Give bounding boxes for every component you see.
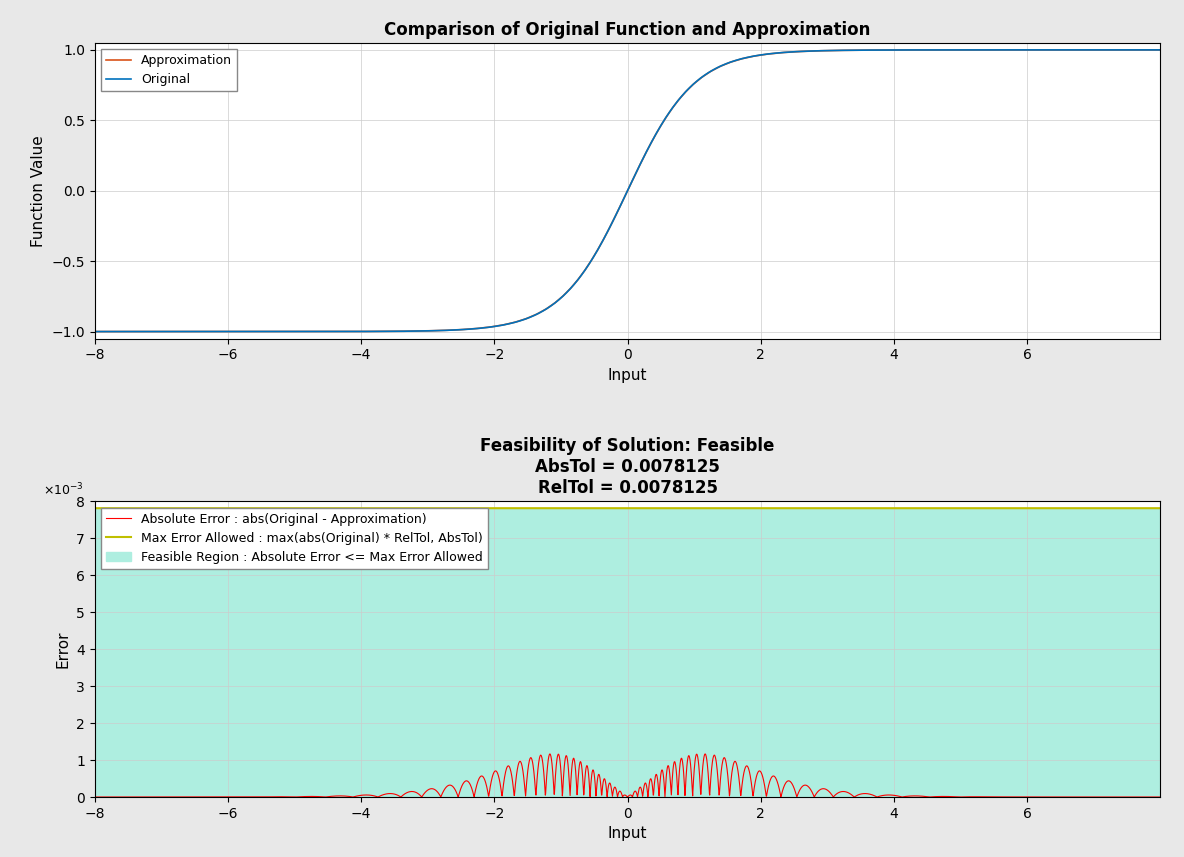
Line: Absolute Error : abs(Original - Approximation): Absolute Error : abs(Original - Approxim… [95,754,1160,797]
Title: Feasibility of Solution: Feasible
AbsTol = 0.0078125
RelTol = 0.0078125: Feasibility of Solution: Feasible AbsTol… [481,437,774,497]
X-axis label: Input: Input [607,826,648,842]
Approximation [1068,45,1082,55]
Original [862,45,876,55]
Legend: Absolute Error : abs(Original - Approximation), Max Error Allowed : max(abs(Orig: Absolute Error : abs(Original - Approxim… [101,507,488,569]
Absolute Error : abs(Original - Approximation): (-1.15, 0.00107): abs(Original - Approximation): (-1.15, 0… [545,752,559,763]
Max Error Allowed : max(abs(Original) * RelTol, AbsTol): (-1.28, 0.00781): max(abs(Original) * RelTol, AbsTol): (-1… [535,503,549,513]
Absolute Error : abs(Original - Approximation): (-1.17, 0.00116): abs(Original - Approximation): (-1.17, 0… [542,749,556,759]
Legend: Approximation, Original: Approximation, Original [101,49,237,92]
Absolute Error : abs(Original - Approximation): (7.51, 1.19e-07): abs(Original - Approximation): (7.51, 1.… [1121,792,1135,802]
Original [535,306,549,316]
Approximation [1120,45,1134,55]
Absolute Error : abs(Original - Approximation): (-1.28, 0.000995): abs(Original - Approximation): (-1.28, 0… [535,755,549,765]
Approximation [535,306,549,316]
Absolute Error : abs(Original - Approximation): (-8, 0): abs(Original - Approximation): (-8, 0) [88,792,102,802]
Max Error Allowed : max(abs(Original) * RelTol, AbsTol): (-1.15, 0.00781): max(abs(Original) * RelTol, AbsTol): (-1… [543,503,558,513]
Max Error Allowed : max(abs(Original) * RelTol, AbsTol): (6.71, 0.00781): max(abs(Original) * RelTol, AbsTol): (6.… [1068,503,1082,513]
Original [1068,45,1082,55]
Approximation [594,239,609,249]
Absolute Error : abs(Original - Approximation): (6.72, 2.29e-07): abs(Original - Approximation): (6.72, 2.… [1068,792,1082,802]
Max Error Allowed : max(abs(Original) * RelTol, AbsTol): (-0.398, 0.00781): max(abs(Original) * RelTol, AbsTol): (-0… [594,503,609,513]
Max Error Allowed : max(abs(Original) * RelTol, AbsTol): (-8, 0.00781): max(abs(Original) * RelTol, AbsTol): (-8… [88,503,102,513]
Absolute Error : abs(Original - Approximation): (-0.394, 0.000156): abs(Original - Approximation): (-0.394, … [594,786,609,796]
Absolute Error : abs(Original - Approximation): (3.63, 8.16e-05): abs(Original - Approximation): (3.63, 8.… [862,788,876,799]
Absolute Error : abs(Original - Approximation): (8, 0): abs(Original - Approximation): (8, 0) [1153,792,1167,802]
Title: Comparison of Original Function and Approximation: Comparison of Original Function and Appr… [385,21,870,39]
Line: Approximation: Approximation [95,50,1160,332]
Original [1120,45,1134,55]
Y-axis label: Function Value: Function Value [31,135,46,247]
Approximation [1153,45,1167,55]
Max Error Allowed : max(abs(Original) * RelTol, AbsTol): (7.51, 0.00781): max(abs(Original) * RelTol, AbsTol): (7.… [1120,503,1134,513]
Line: Original: Original [95,50,1160,332]
Max Error Allowed : max(abs(Original) * RelTol, AbsTol): (3.62, 0.00781): max(abs(Original) * RelTol, AbsTol): (3.… [862,503,876,513]
Original [1153,45,1167,55]
Original [543,301,558,311]
Max Error Allowed : max(abs(Original) * RelTol, AbsTol): (8, 0.00781): max(abs(Original) * RelTol, AbsTol): (8,… [1153,503,1167,513]
Approximation [862,45,876,55]
Approximation [88,327,102,337]
Text: $\times10^{-3}$: $\times10^{-3}$ [44,482,84,498]
Y-axis label: Error: Error [56,631,71,668]
X-axis label: Input: Input [607,368,648,383]
Original [594,239,609,249]
Approximation [543,301,558,311]
Original [88,327,102,337]
